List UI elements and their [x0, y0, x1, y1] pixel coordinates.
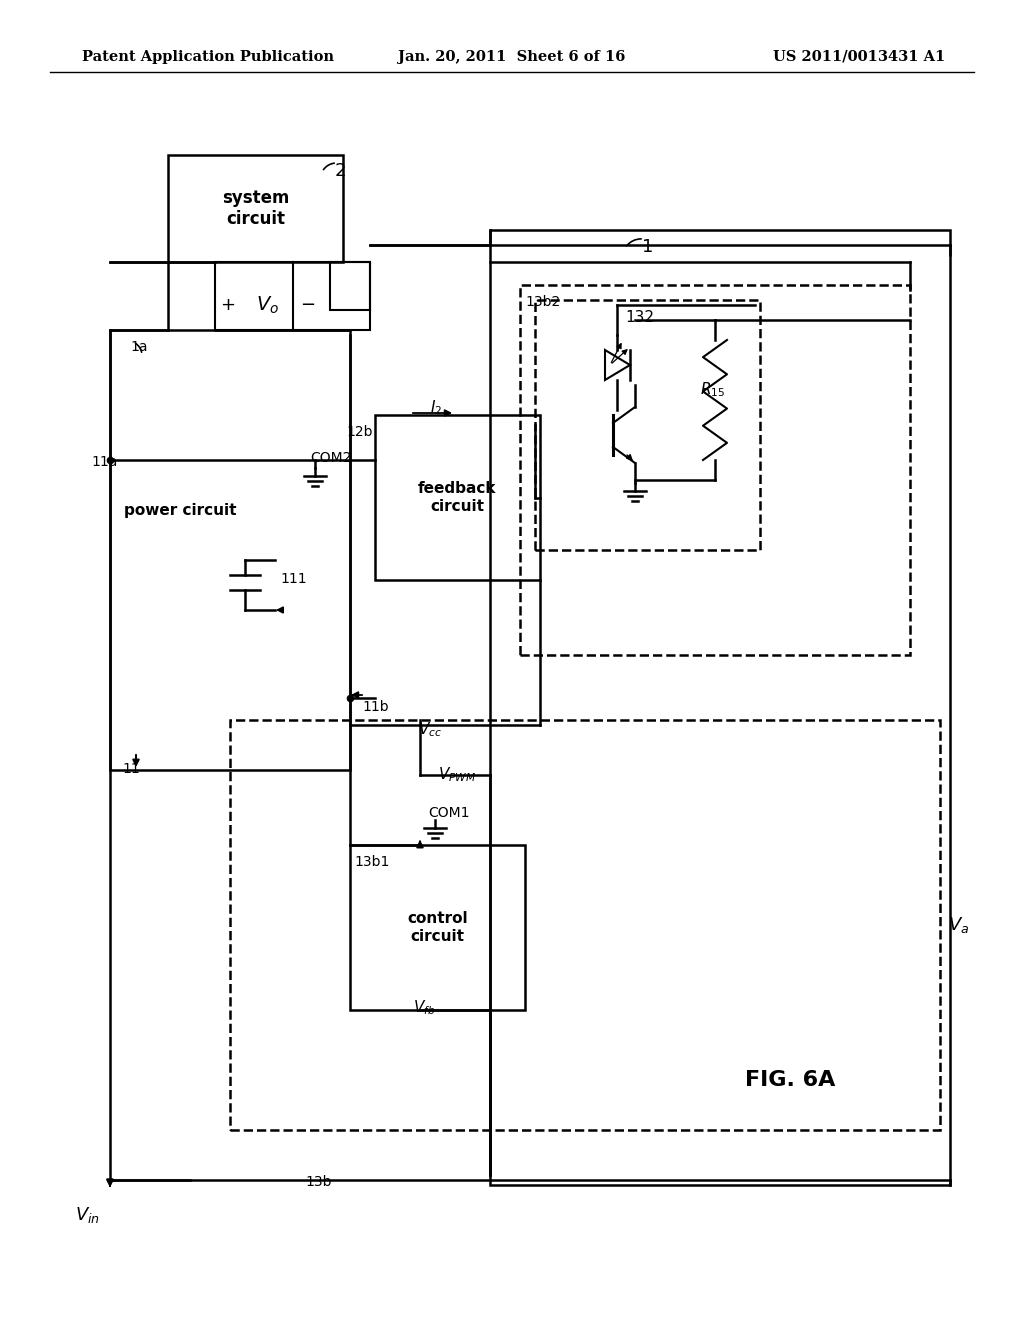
Text: 13b1: 13b1	[354, 855, 389, 869]
Text: $V_o$: $V_o$	[256, 294, 280, 315]
Text: 1a: 1a	[130, 341, 147, 354]
Text: $V_{cc}$: $V_{cc}$	[418, 721, 442, 739]
Text: 111: 111	[280, 572, 306, 586]
Text: 12b: 12b	[346, 425, 373, 440]
Text: 11b: 11b	[362, 700, 389, 714]
Text: power circuit: power circuit	[124, 503, 237, 517]
Text: $I_2$: $I_2$	[430, 399, 442, 417]
Text: $V_{fb}$: $V_{fb}$	[413, 999, 435, 1018]
Text: Jan. 20, 2011  Sheet 6 of 16: Jan. 20, 2011 Sheet 6 of 16	[398, 50, 626, 63]
Bar	[520, 285, 910, 655]
Text: COM1: COM1	[428, 807, 469, 820]
Text: US 2011/0013431 A1: US 2011/0013431 A1	[773, 50, 945, 63]
Text: 2: 2	[335, 162, 346, 180]
Text: $V_{in}$: $V_{in}$	[75, 1205, 99, 1225]
Bar	[535, 300, 760, 550]
Text: 1: 1	[642, 238, 653, 256]
Bar	[168, 154, 343, 261]
Bar	[330, 261, 370, 310]
Text: $V_{PWM}$: $V_{PWM}$	[438, 766, 476, 784]
Text: +: +	[220, 296, 236, 314]
Text: system
circuit: system circuit	[222, 189, 289, 228]
Text: $R_{15}$: $R_{15}$	[700, 380, 725, 400]
Text: −: −	[300, 296, 315, 314]
Text: COM2: COM2	[310, 451, 351, 465]
Bar	[230, 719, 940, 1130]
Text: 13b: 13b	[305, 1175, 332, 1189]
Bar	[110, 330, 350, 770]
Text: 11a: 11a	[91, 455, 118, 469]
Bar	[350, 845, 525, 1010]
Text: 132: 132	[625, 310, 654, 325]
Text: FIG. 6A: FIG. 6A	[744, 1071, 836, 1090]
Bar	[215, 261, 370, 330]
Text: feedback
circuit: feedback circuit	[418, 482, 497, 513]
Text: Patent Application Publication: Patent Application Publication	[82, 50, 334, 63]
Text: $V_a$: $V_a$	[948, 915, 970, 935]
Bar	[375, 414, 540, 579]
Text: control
circuit: control circuit	[408, 911, 468, 944]
Bar	[490, 230, 950, 1185]
Text: 11: 11	[122, 762, 139, 776]
Text: 13b2: 13b2	[525, 294, 560, 309]
